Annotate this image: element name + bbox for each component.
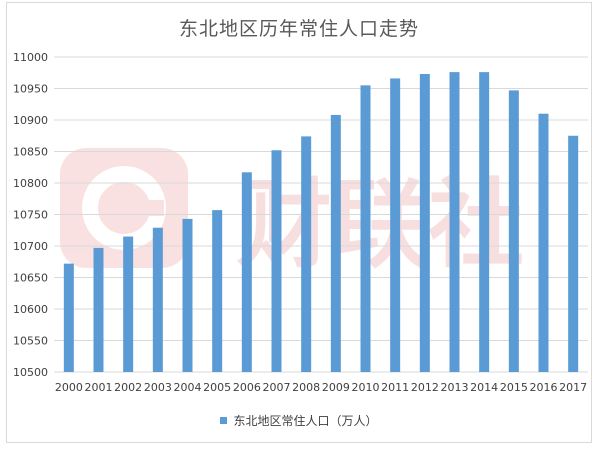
legend-swatch [220,417,228,424]
bar-2000 [63,263,74,372]
bar-2009 [330,114,341,373]
x-tick-label: 2016 [530,381,558,394]
y-tick-label: 10550 [13,335,48,348]
bar-2008 [301,136,312,372]
x-tick-label: 2017 [559,381,587,394]
y-tick-label: 10600 [13,303,48,316]
x-tick-label: 2000 [55,381,83,394]
legend-label: 东北地区常住人口（万人） [233,414,378,428]
legend: 东北地区常住人口（万人） [0,412,598,429]
x-tick-label: 2003 [144,381,172,394]
y-tick-label: 11000 [13,51,48,64]
y-tick-label: 10900 [13,114,48,127]
x-tick-label: 2011 [381,381,409,394]
bar-2012 [419,74,430,372]
y-tick-label: 10800 [13,177,48,190]
x-tick-label: 2010 [352,381,380,394]
chart-title: 东北地区历年常住人口走势 [178,18,419,40]
bar-2003 [152,227,163,372]
bar-2002 [123,236,134,372]
bar-2006 [241,172,252,372]
bar-2007 [271,150,282,372]
x-tick-label: 2012 [411,381,439,394]
bar-2011 [390,78,401,373]
x-tick-label: 2015 [500,381,528,394]
watermark-logo: 财联社 [60,148,524,281]
bar-2010 [360,85,371,372]
bar-2016 [538,113,549,372]
bar-2017 [568,135,579,372]
x-tick-label: 2004 [174,381,202,394]
bar-2005 [212,210,223,372]
y-tick-label: 10650 [13,272,48,285]
y-tick-label: 10850 [13,146,48,159]
y-tick-label: 10500 [13,366,48,379]
bar-2015 [508,90,519,372]
x-tick-label: 2008 [292,381,320,394]
x-tick-label: 2005 [203,381,231,394]
bar-2014 [479,72,490,373]
x-tick-label: 2014 [470,381,498,394]
x-tick-label: 2007 [263,381,291,394]
y-tick-label: 10750 [13,209,48,222]
bar-2001 [93,247,104,372]
bar-2004 [182,218,193,372]
x-tick-label: 2002 [114,381,142,394]
x-tick-label: 2006 [233,381,261,394]
x-tick-label: 2009 [322,381,350,394]
x-tick-label: 2013 [441,381,469,394]
y-tick-label: 10950 [13,83,48,96]
svg-text:财联社: 财联社 [236,169,524,281]
y-tick-label: 10700 [13,240,48,253]
x-tick-label: 2001 [85,381,113,394]
bar-2013 [449,72,460,373]
